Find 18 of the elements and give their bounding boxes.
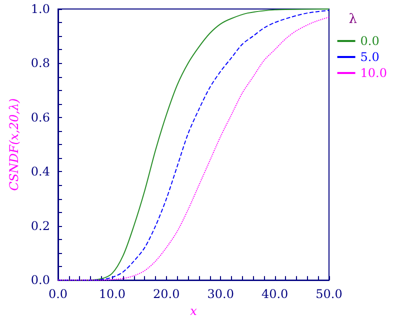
legend-title: λ: [348, 12, 358, 27]
y-tick-label: 0.8: [30, 56, 50, 70]
x-axis-title: x: [190, 304, 198, 318]
x-tick-label: 20.0: [153, 287, 180, 302]
legend-label: 0.0: [360, 34, 380, 48]
y-tick-label: 0.0: [30, 273, 50, 288]
legend-label: 10.0: [360, 66, 387, 80]
y-tick-label: 0.6: [30, 110, 50, 124]
y-axis-title: CSNDF(x,20,λ): [7, 98, 21, 191]
x-tick-label: 50.0: [316, 287, 342, 302]
legend-label: 5.0: [360, 50, 380, 64]
y-tick-label: 1.0: [30, 2, 50, 16]
y-tick-label: 0.2: [30, 218, 50, 233]
y-tick-label: 0.4: [30, 164, 50, 179]
x-tick-label: 10.0: [98, 287, 126, 302]
x-tick-label: 0.0: [48, 287, 68, 302]
x-tick-label: 40.0: [261, 287, 288, 302]
x-tick-label: 30.0: [207, 287, 234, 302]
